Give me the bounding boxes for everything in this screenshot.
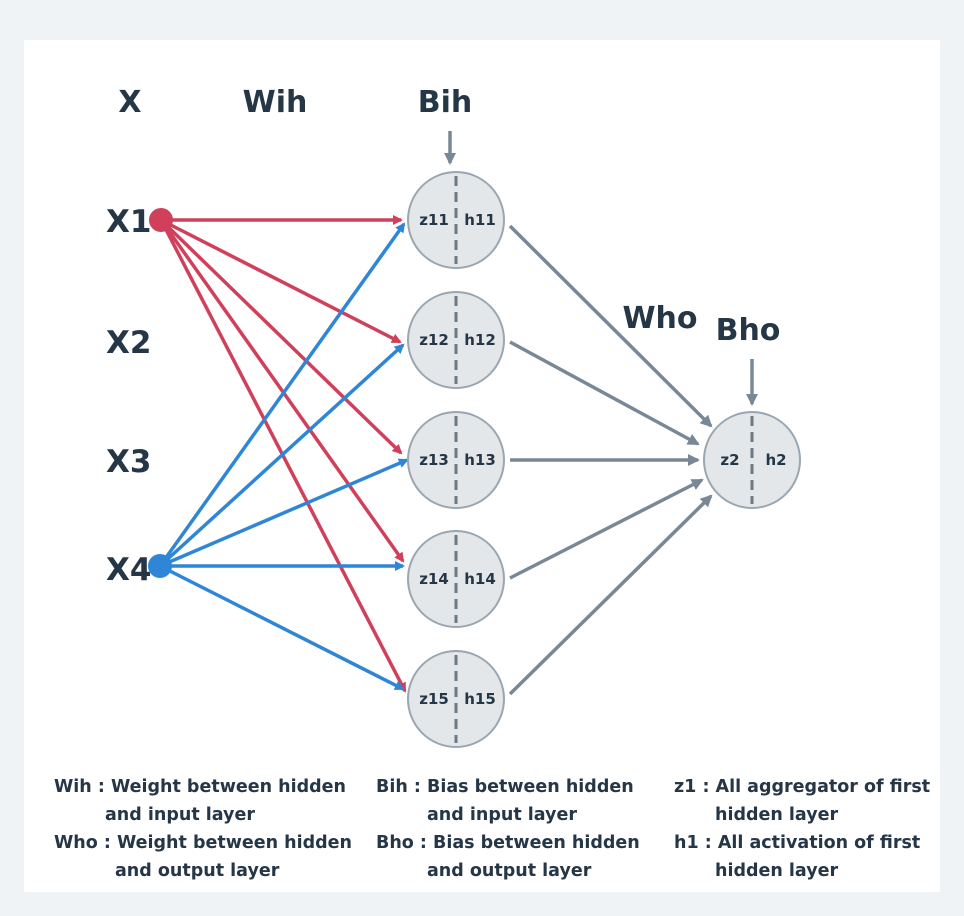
output-node-z: z2 bbox=[720, 451, 739, 469]
legend-z1-line2: hidden layer bbox=[715, 805, 839, 825]
hidden-node-2-z: z12 bbox=[419, 331, 449, 349]
header-wih: Wih bbox=[243, 85, 308, 120]
hidden-node-4-h: h14 bbox=[464, 570, 496, 588]
edge-h12-out bbox=[509, 340, 700, 446]
edge-h15-out bbox=[508, 494, 713, 696]
x1-edges bbox=[159, 215, 407, 693]
hidden-node-5-h: h15 bbox=[464, 690, 496, 708]
edge-x4-h13 bbox=[159, 458, 409, 568]
input-label-x2: X2 bbox=[106, 325, 151, 361]
hidden-node-5-z: z15 bbox=[419, 690, 449, 708]
edge-x4-h12 bbox=[158, 343, 405, 568]
hidden-node-4: z14 h14 bbox=[407, 530, 505, 628]
input-label-x3: X3 bbox=[106, 444, 151, 480]
hidden-node-2-h: h12 bbox=[464, 331, 496, 349]
header-x: X bbox=[118, 85, 141, 120]
output-node: z2 h2 bbox=[703, 411, 801, 509]
legend-wih-line2: and input layer bbox=[105, 805, 255, 825]
legend-who-line1: Who : Weight between hidden bbox=[54, 833, 353, 853]
edge-x1-h12 bbox=[160, 218, 402, 344]
header-bho: Bho bbox=[716, 313, 781, 348]
edge-h11-out bbox=[508, 224, 713, 428]
header-bih: Bih bbox=[418, 85, 473, 120]
legend-bho-line2: and output layer bbox=[427, 861, 592, 881]
input-node-x4 bbox=[148, 554, 172, 578]
edge-h14-out bbox=[509, 478, 704, 580]
legend-z1-line1: z1 : All aggregator of first bbox=[674, 777, 931, 797]
input-label-x4: X4 bbox=[106, 552, 151, 588]
hidden-node-1: z11 h11 bbox=[407, 171, 505, 269]
header-who: Who bbox=[622, 301, 697, 336]
legend-biases: Bih : Bias between hidden and input laye… bbox=[376, 773, 640, 885]
x4-edges bbox=[158, 222, 409, 691]
output-edges bbox=[508, 224, 713, 696]
hidden-node-1-z: z11 bbox=[419, 211, 449, 229]
edge-x1-h14 bbox=[159, 218, 405, 563]
edge-x1-h13 bbox=[159, 218, 403, 455]
legend-h1-line1: h1 : All activation of first bbox=[674, 833, 921, 853]
legend-bho-line1: Bho : Bias between hidden bbox=[376, 833, 640, 853]
legend-bih-line2: and input layer bbox=[427, 805, 577, 825]
edge-x4-h15 bbox=[159, 564, 405, 691]
output-node-h: h2 bbox=[765, 451, 786, 469]
hidden-node-4-z: z14 bbox=[419, 570, 449, 588]
hidden-node-1-h: h11 bbox=[464, 211, 496, 229]
hidden-node-3-z: z13 bbox=[419, 451, 449, 469]
hidden-node-3-h: h13 bbox=[464, 451, 496, 469]
legend-nodes: z1 : All aggregator of first hidden laye… bbox=[674, 773, 930, 885]
legend-who-line2: and output layer bbox=[115, 861, 280, 881]
hidden-node-3: z13 h13 bbox=[407, 411, 505, 509]
input-node-x1 bbox=[149, 208, 173, 232]
legend-weights: Wih : Weight between hidden and input la… bbox=[54, 773, 352, 885]
legend-wih-line1: Wih : Weight between hidden bbox=[54, 777, 346, 797]
legend-bih-line1: Bih : Bias between hidden bbox=[376, 777, 634, 797]
hidden-node-2: z12 h12 bbox=[407, 291, 505, 389]
input-label-x1: X1 bbox=[106, 204, 151, 240]
bias-arrows bbox=[444, 131, 758, 406]
hidden-node-5: z15 h15 bbox=[407, 650, 505, 748]
edge-x4-h11 bbox=[158, 222, 406, 568]
legend-h1-line2: hidden layer bbox=[715, 861, 839, 881]
